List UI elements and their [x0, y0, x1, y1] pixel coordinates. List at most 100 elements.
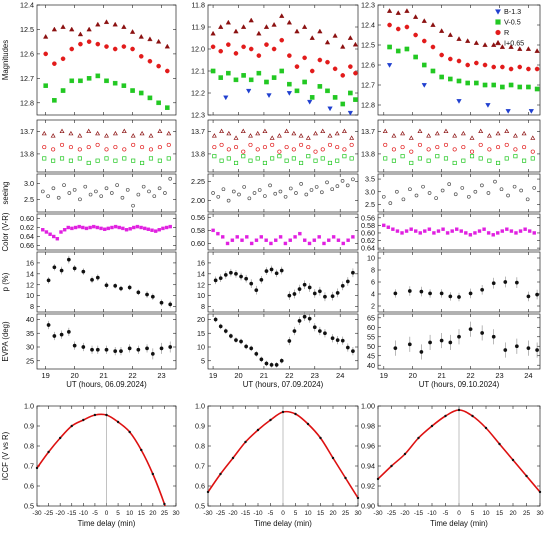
color-point	[409, 227, 413, 231]
x-tick-label: 24	[524, 371, 532, 380]
data-point-v-0-5	[430, 68, 436, 74]
data-point-v-0-5	[404, 46, 410, 52]
comparison-point	[284, 145, 289, 150]
data-point	[223, 273, 228, 277]
data-point-v-0-5	[256, 70, 262, 76]
y-tick-label: 2	[371, 302, 375, 311]
legend-marker	[495, 9, 501, 15]
y-tick-label: 0.60	[361, 229, 375, 238]
data-point	[72, 266, 77, 271]
color-point	[395, 229, 400, 233]
data-point	[168, 302, 173, 307]
seeing-panel: 2.5 3.0	[24, 173, 177, 213]
data-point-r	[256, 53, 262, 58]
data-point	[254, 351, 259, 356]
comparison-point	[77, 133, 83, 138]
x-tick-label: 22	[285, 371, 293, 380]
data-point-r	[43, 51, 48, 57]
data-point	[119, 286, 123, 291]
polarization-degree-panel: 2 4 6 8 10	[367, 251, 541, 313]
comparison-point	[391, 147, 396, 152]
iccf-point	[206, 490, 210, 494]
seeing-point	[447, 182, 452, 186]
seeing-point	[268, 183, 272, 188]
x-axis-label: UT (hours, 07.09.2024)	[243, 380, 324, 389]
data-point-r	[413, 32, 418, 38]
color-point	[518, 229, 523, 233]
comparison-point	[408, 135, 414, 140]
data-point	[249, 346, 254, 351]
data-point	[302, 282, 307, 287]
comparison-point	[426, 158, 431, 163]
seeing-point	[330, 187, 335, 192]
evpa-axes	[36, 313, 177, 370]
y-tick-label: 12	[26, 280, 34, 289]
seeing-point	[480, 183, 484, 188]
data-point-i-0-65	[430, 22, 436, 27]
data-point	[244, 276, 249, 281]
color-point	[55, 237, 60, 241]
data-point-v-0-5	[325, 88, 330, 94]
comparison-point	[426, 147, 431, 152]
iccf-point	[306, 422, 310, 426]
comparison-point	[513, 147, 518, 152]
data-point	[419, 289, 424, 294]
y-tick-label: 0.5	[24, 502, 34, 511]
data-point	[307, 285, 312, 290]
data-point	[302, 314, 307, 319]
data-point-i-0-65	[138, 33, 144, 39]
iccf-point	[319, 436, 322, 440]
comparison-point	[248, 158, 253, 163]
data-point	[127, 346, 132, 351]
data-point	[323, 294, 327, 299]
data-point-v-0-5	[395, 48, 401, 54]
comparison-point	[512, 133, 518, 138]
data-point-i-0-65	[256, 30, 262, 36]
comparison-point	[95, 130, 101, 136]
color-point	[211, 228, 215, 233]
data-point-b-1-3	[286, 91, 293, 96]
seeing-point	[109, 191, 114, 195]
seeing-point	[168, 176, 173, 181]
iccf-point	[457, 408, 461, 412]
y-tick-label: 0.6	[195, 482, 205, 491]
comparison-point	[327, 160, 333, 166]
color-point	[139, 225, 143, 230]
y-tick-label: 12.3	[361, 1, 375, 10]
y-tick-label: 13.8	[361, 150, 375, 159]
color-point	[455, 227, 459, 231]
x-tick-label: 0	[105, 510, 109, 517]
data-point-i-0-65	[499, 44, 506, 49]
color-point	[135, 224, 140, 229]
data-point-i-0-65	[395, 10, 401, 15]
seeing-point	[525, 197, 530, 202]
comparison-point	[41, 130, 47, 136]
y-tick-label: 20	[197, 315, 205, 324]
y-tick-label: 1.0	[195, 402, 205, 411]
data-point-i-0-65	[412, 14, 419, 19]
x-tick-label: 22	[128, 371, 136, 380]
comparison-point	[530, 135, 536, 140]
comparison-point	[276, 133, 282, 138]
data-point	[287, 293, 292, 298]
data-point	[254, 288, 259, 293]
color-point	[153, 229, 158, 233]
data-point-r	[112, 46, 118, 52]
data-point-v-0-5	[86, 76, 92, 81]
color-point	[441, 227, 445, 231]
comparison-point	[226, 130, 232, 136]
iccf-point	[344, 476, 347, 480]
data-point	[535, 292, 540, 297]
seeing-point	[136, 192, 141, 197]
data-point-v-0-5	[95, 73, 101, 79]
comparison-point	[452, 160, 457, 166]
polarization-degree-axes	[207, 251, 359, 313]
y-tick-label: 8	[371, 266, 375, 275]
color-point	[505, 227, 509, 231]
data-point	[279, 358, 284, 363]
y-tick-label: 12.4	[361, 21, 375, 30]
color-point	[143, 226, 147, 231]
data-point-i-0-65	[324, 39, 331, 45]
x-tick-label: 21	[437, 371, 445, 380]
